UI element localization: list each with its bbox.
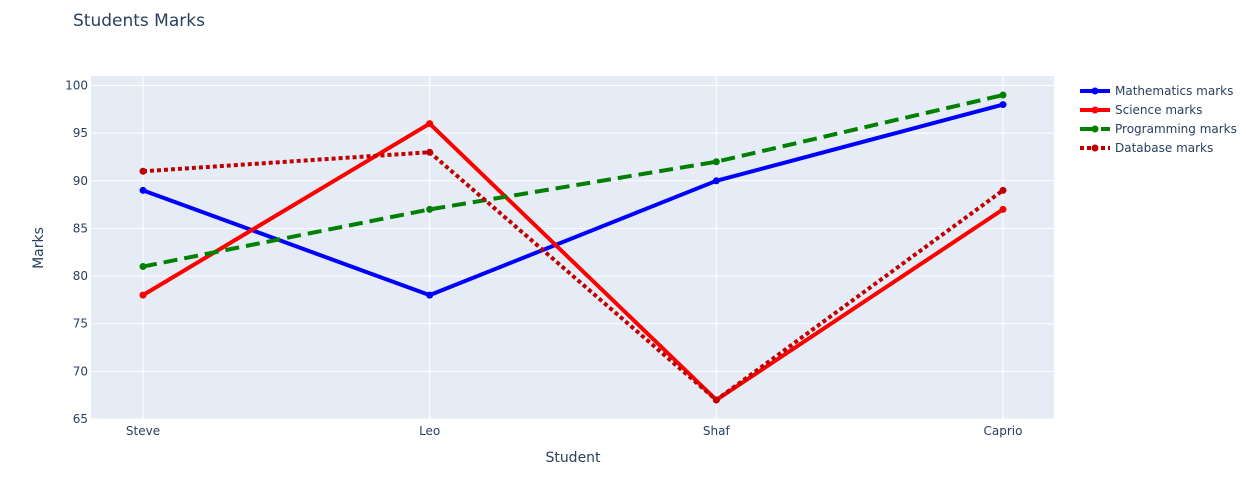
x-tick-label: Caprio (984, 424, 1023, 438)
x-tick-label: Leo (419, 424, 440, 438)
data-point-programming-marks[interactable] (712, 158, 720, 166)
legend-label: Database marks (1115, 141, 1213, 155)
y-tick-label: 85 (73, 221, 88, 235)
series-line-mathematics-marks (142, 102, 1004, 298)
x-axis-ticks: Steve Leo Shaf Caprio (126, 424, 1023, 438)
y-tick-label: 80 (73, 269, 88, 283)
x-tick-label: Steve (126, 424, 160, 438)
legend-item-database-marks[interactable]: Database marks (1080, 141, 1213, 155)
data-point-programming-marks[interactable] (139, 263, 147, 271)
legend-item-programming-marks[interactable]: Programming marks (1080, 122, 1237, 136)
y-tick-label: 70 (73, 364, 88, 378)
legend[interactable]: Mathematics marks Science marks Programmin… (1080, 84, 1237, 155)
data-point-database-marks[interactable] (712, 396, 720, 404)
legend-label: Programming marks (1115, 122, 1237, 136)
legend-marker (1091, 144, 1099, 152)
data-point-database-marks[interactable] (426, 148, 434, 156)
data-point-mathematics-marks[interactable] (999, 101, 1007, 109)
y-axis-title: Marks (31, 227, 47, 269)
data-point-programming-marks[interactable] (999, 91, 1007, 99)
series-line-science-marks (141, 121, 1005, 402)
legend-label: Science marks (1115, 103, 1203, 117)
data-point-database-marks[interactable] (139, 167, 147, 175)
series-lines (139, 91, 1007, 404)
data-point-science-marks[interactable] (426, 120, 434, 128)
legend-marker (1091, 87, 1099, 95)
data-point-mathematics-marks[interactable] (139, 186, 147, 194)
y-tick-label: 100 (65, 79, 88, 93)
y-tick-label: 95 (73, 126, 88, 140)
data-point-science-marks[interactable] (139, 291, 147, 299)
legend-label: Mathematics marks (1115, 84, 1233, 98)
y-axis-ticks: 65 70 75 80 85 90 95 100 (65, 79, 88, 426)
data-point-mathematics-marks[interactable] (426, 291, 434, 299)
legend-marker (1091, 125, 1099, 133)
y-tick-label: 90 (73, 174, 88, 188)
y-tick-label: 75 (73, 317, 88, 331)
series-line-database-marks (142, 150, 1005, 402)
data-point-science-marks[interactable] (999, 205, 1007, 213)
data-point-database-marks[interactable] (999, 186, 1007, 194)
data-point-mathematics-marks[interactable] (712, 177, 720, 185)
legend-item-mathematics-marks[interactable]: Mathematics marks (1080, 84, 1233, 98)
chart-title: Students Marks (73, 11, 205, 31)
legend-item-science-marks[interactable]: Science marks (1080, 103, 1203, 117)
x-tick-label: Shaf (703, 424, 731, 438)
data-point-programming-marks[interactable] (426, 205, 434, 213)
y-tick-label: 65 (73, 412, 88, 426)
x-axis-title: Student (545, 450, 601, 466)
legend-marker (1091, 106, 1099, 114)
